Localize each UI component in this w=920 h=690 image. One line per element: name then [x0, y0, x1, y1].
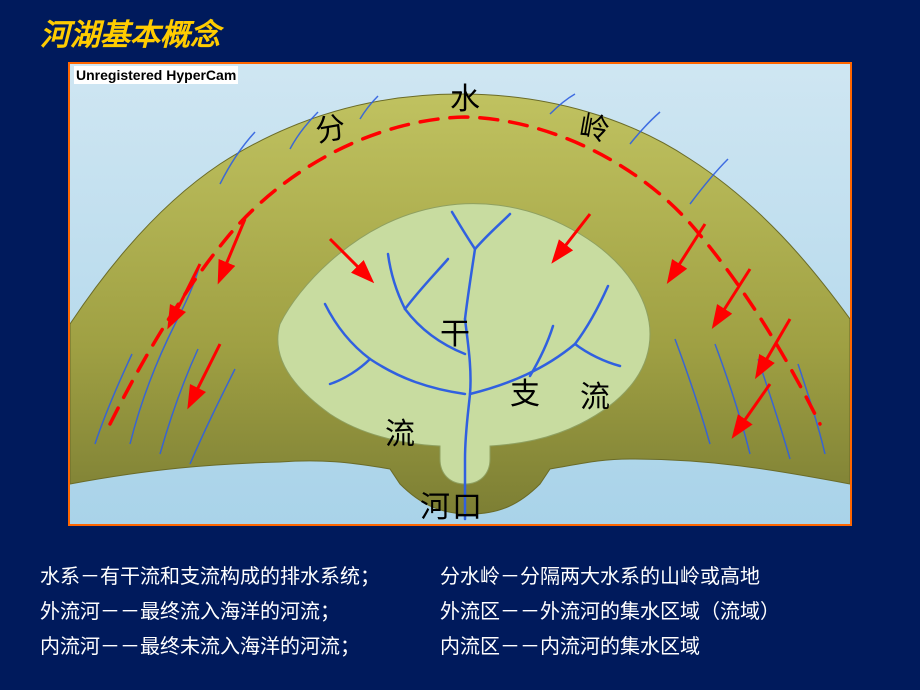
definitions-row-3: 内流河－－最终未流入海洋的河流； 内流区－－内流河的集水区域: [40, 630, 890, 659]
def-wailiuhe: 外流河－－最终流入海洋的河流；: [40, 595, 440, 624]
watermark: Unregistered HyperCam: [74, 66, 238, 84]
label-fen: 分: [311, 101, 352, 150]
label-zhi: 支: [510, 369, 544, 413]
label-hekou: 河口: [420, 482, 484, 526]
diagram-frame: Unregistered HyperCam 分 水 岭 干 流 支 流 河口: [68, 62, 852, 526]
label-liu1: 流: [385, 409, 419, 453]
label-gan: 干: [440, 309, 474, 353]
def-neiliuhe: 内流河－－最终未流入海洋的河流；: [40, 630, 440, 659]
def-neiliuqu: 内流区－－内流河的集水区域: [440, 630, 870, 659]
def-fenshuiling: 分水岭－分隔两大水系的山岭或高地: [440, 560, 870, 589]
definitions-row-1: 水系－有干流和支流构成的排水系统； 分水岭－分隔两大水系的山岭或高地: [40, 560, 890, 589]
def-shuixi: 水系－有干流和支流构成的排水系统；: [40, 560, 440, 589]
label-liu2: 流: [580, 372, 614, 416]
definitions-row-2: 外流河－－最终流入海洋的河流； 外流区－－外流河的集水区域（流域）: [40, 595, 890, 624]
label-shui: 水: [450, 74, 484, 118]
def-wailiuqu: 外流区－－外流河的集水区域（流域）: [440, 595, 870, 624]
diagram-svg: [70, 64, 850, 524]
slide-title: 河湖基本概念: [40, 10, 220, 54]
